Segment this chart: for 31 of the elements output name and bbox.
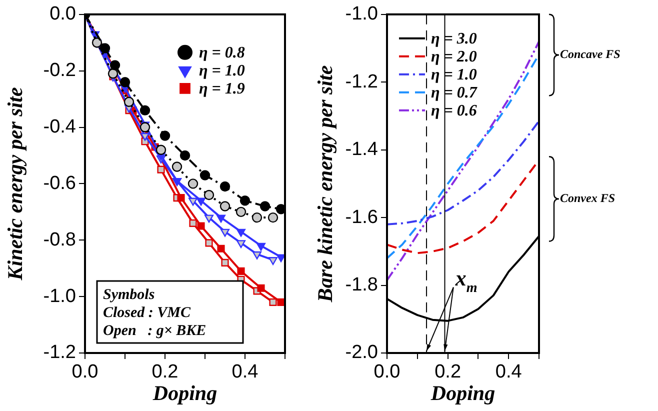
y-axis-title: Kinetic energy per site	[3, 87, 28, 282]
y-tick-label: -1.2	[43, 342, 76, 364]
x-tick-label: 0.4	[495, 362, 522, 383]
y-tick-label: -1.6	[345, 206, 378, 228]
y-tick-label: -1.8	[345, 274, 378, 296]
y-axis-title: Bare kinetic energy per site	[313, 65, 338, 304]
y-tick-label: -0.4	[43, 116, 76, 138]
x-tick-label: 0.2	[434, 362, 462, 383]
annotation: Symbols	[103, 287, 155, 303]
legend-label: η = 0.8	[199, 44, 245, 62]
x-tick-label: 0.4	[232, 362, 259, 383]
y-tick-label: -1.4	[345, 139, 378, 160]
annotation: Closed : VMC	[103, 305, 192, 321]
text: Concave FS	[560, 47, 621, 62]
x-axis-title: Doping	[430, 380, 496, 405]
y-tick-label: -1.2	[345, 71, 378, 92]
y-tick-label: 0.0	[50, 4, 76, 25]
legend-label: η = 1.0	[199, 62, 245, 80]
text: Convex FS	[560, 191, 616, 206]
x-tick-label: 0.2	[152, 362, 178, 383]
annotation: Open : g× BKE	[103, 323, 206, 339]
x-axis-title: Doping	[152, 380, 218, 405]
y-tick-label: -0.8	[43, 229, 76, 250]
y-tick-label: -2.0	[345, 342, 378, 364]
y-tick-label: -0.2	[43, 60, 76, 82]
y-tick-label: -1.0	[43, 286, 76, 307]
x-tick-label: 0.0	[374, 362, 400, 383]
legend-label: η = 1.9	[199, 80, 245, 98]
x-tick-label: 0.0	[72, 362, 98, 383]
y-tick-label: -1.0	[345, 4, 378, 25]
y-tick-label: -0.6	[43, 172, 76, 194]
